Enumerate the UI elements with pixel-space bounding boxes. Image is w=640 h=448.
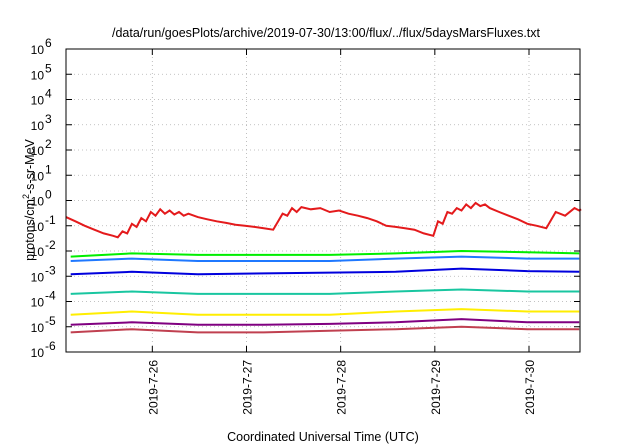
y-tick-label: 10 [31, 270, 45, 284]
x-tick-labels: 2019-7-26 2019-7-27 2019-7-28 2019-7-29 2019… [146, 360, 537, 415]
y-tick-exponent: -2 [45, 238, 56, 252]
y-tick-label: 10 [31, 68, 45, 82]
x-tick-label: 2019-7-27 [240, 360, 254, 415]
y-tick-label: 10 [31, 321, 45, 335]
y-tick-label: 10 [31, 119, 45, 133]
series-line-7 [70, 318, 580, 326]
series-line-4 [70, 267, 580, 276]
y-tick-exponent: -6 [45, 339, 56, 353]
series-line-6 [70, 308, 580, 316]
y-tick-label: 10 [31, 346, 45, 360]
x-tick-label: 2019-7-30 [523, 360, 537, 415]
y-tick-label: 10 [31, 296, 45, 310]
x-tick-label: 2019-7-29 [429, 360, 443, 415]
y-tick-exponent: 2 [45, 137, 52, 151]
ticks [66, 48, 580, 353]
y-tick-exponent: 5 [45, 61, 52, 75]
y-tick-exponent: -3 [45, 263, 56, 277]
x-tick-label: 2019-7-28 [335, 360, 349, 415]
y-tick-label: 10 [31, 94, 45, 108]
series-line-8 [70, 325, 580, 334]
series-line-2 [70, 249, 580, 258]
y-tick-exponent: 4 [45, 87, 52, 101]
series-line-3 [70, 255, 580, 262]
y-tick-exponent: -4 [45, 289, 56, 303]
chart-title: /data/run/goesPlots/archive/2019-07-30/1… [112, 26, 541, 40]
y-tick-exponent: 1 [45, 162, 52, 176]
y-tick-label: 10 [31, 169, 45, 183]
grid [66, 49, 580, 352]
y-tick-label: 10 [31, 245, 45, 259]
series-line-1 [65, 201, 582, 239]
y-tick-exponent: 3 [45, 112, 52, 126]
y-tick-labels: 10 -610 -510 -410 -310 -210 -110 010 110 210 310 41… [31, 36, 56, 360]
y-tick-exponent: 0 [45, 188, 52, 202]
y-tick-exponent: 6 [45, 36, 52, 50]
series-group [65, 201, 582, 334]
y-tick-label: 10 [31, 144, 45, 158]
y-tick-exponent: -5 [45, 314, 56, 328]
x-axis-title: Coordinated Universal Time (UTC) [227, 430, 419, 444]
x-tick-label: 2019-7-26 [146, 360, 160, 415]
y-tick-exponent: -1 [45, 213, 56, 227]
y-tick-label: 10 [31, 195, 45, 209]
y-tick-label: 10 [31, 43, 45, 57]
y-axis-title: protons/cm2-s-sr-MeV [21, 138, 37, 260]
series-line-5 [70, 288, 580, 295]
y-tick-label: 10 [31, 220, 45, 234]
